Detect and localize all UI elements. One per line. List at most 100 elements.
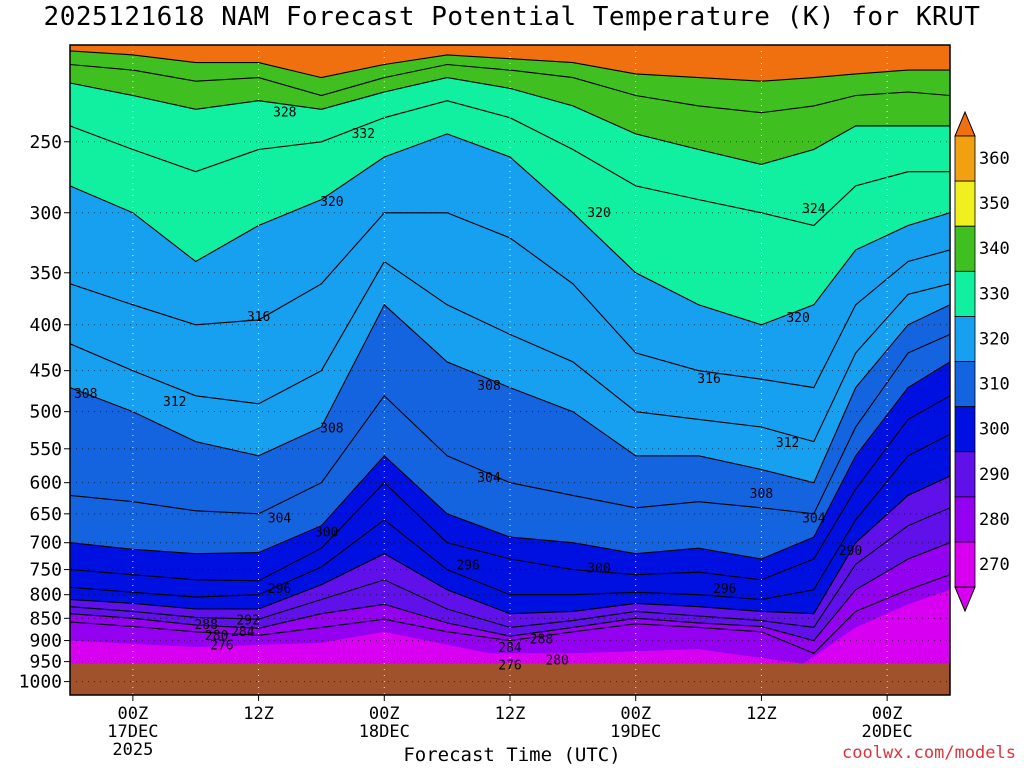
grid-lines [70,45,950,695]
colorbar-label: 300 [979,420,1010,440]
ground-layer [70,663,950,695]
contour-label: 308 [477,379,500,394]
contour-label: 280 [205,629,228,644]
ground-fill [70,663,950,695]
y-tick-label: 400 [29,315,62,336]
isentrope-328 [70,77,950,165]
x-tick-label: 12Z [495,704,526,724]
y-tick-label: 950 [29,652,62,673]
x-tick-year: 2025 [112,740,153,760]
y-tick-label: 600 [29,473,62,494]
contour-label: 332 [352,127,375,142]
colorbar-band [954,180,976,227]
y-tick-label: 500 [29,402,62,423]
isentrope-308 [70,303,950,484]
contour-label: 324 [802,202,826,217]
contour-labels: 328 332 320 320 324 316 320 308 312 308 316 308 312 3… [74,106,862,674]
y-tick-label: 850 [29,608,62,629]
isentrope-284 [70,507,950,628]
colorbar-label: 330 [979,284,1010,304]
x-tick-date: 19DEC [610,722,661,742]
isentrope-300 [70,361,950,560]
contour-label: 296 [713,582,736,597]
contour-label: 308 [750,487,773,502]
credit-text: coolwx.com/models [842,743,1016,763]
isentrope-316 [70,212,950,389]
y-tick-label: 900 [29,631,62,652]
chart-title: 2025121618 NAM Forecast Potential Temper… [43,2,981,32]
x-tick-date: 18DEC [359,722,410,742]
colorbar-label: 310 [979,375,1010,395]
colorbar-band [954,496,976,543]
contour-label: 304 [477,471,501,486]
contour-label: 308 [320,421,343,436]
colorbar-band [954,270,976,317]
colorbar-label: 290 [979,465,1010,485]
y-tick-label: 700 [29,533,62,554]
colorbar-band [954,135,976,182]
contour-label: 296 [456,558,479,573]
isentrope-324 [70,100,950,227]
isentrope-296 [70,395,950,582]
isentrope-276 [70,574,950,654]
colorbar-band [954,316,976,362]
colorbar-band [954,541,976,588]
colorbar-top-arrow [954,110,976,137]
x-tick-date: 20DEC [862,722,913,742]
isentrope-304 [70,333,950,515]
contour-label: 316 [697,372,720,387]
isentrope-288 [70,475,950,615]
x-tick-date: 17DEC [107,722,158,742]
colorbar-band [954,406,976,453]
contour-label: 308 [74,387,97,402]
contour-label: 328 [273,106,296,121]
y-tick-label: 650 [29,504,62,525]
contour-label: 292 [236,614,259,629]
y-tick-label: 550 [29,439,62,460]
contour-label: 288 [194,618,217,633]
y-tick-label: 350 [29,263,62,284]
isentrope-lines [70,50,950,654]
colorbar-label: 280 [979,510,1010,530]
x-tick-label: 00Z [117,704,148,724]
isentrope-340 [70,50,950,82]
y-tick-label: 800 [29,585,62,606]
colorbar-label: 350 [979,194,1010,214]
colorbar-band [954,361,976,408]
isentrope-332 [70,63,950,114]
y-tick-label: 1000 [19,672,62,693]
colorbar-label: 320 [979,329,1010,349]
y-tick-label: 300 [29,203,62,224]
contour-label: 304 [268,512,292,527]
contour-label: 300 [587,562,610,577]
contour-label: 296 [268,582,291,597]
contour-label: 320 [587,206,610,221]
contour-label: 280 [545,653,568,668]
isentrope-320 [70,133,950,326]
y-axis: 2503003504004505005506006507007508008509… [19,132,70,693]
x-tick-label: 00Z [620,704,651,724]
x-tick-label: 12Z [243,704,274,724]
colorbar-bottom-arrow [954,586,976,613]
isentrope-292 [70,433,950,601]
isentrope-280 [70,542,950,642]
contour-label: 304 [802,512,826,527]
x-tick-label: 12Z [746,704,777,724]
colorbar-label: 270 [979,555,1010,575]
colorbar-label: 340 [979,239,1010,259]
contour-label: 312 [776,436,799,451]
contour-label: 320 [320,195,343,210]
x-axis-label: Forecast Time (UTC) [403,744,621,766]
colorbar-band [954,225,976,272]
contour-label: 316 [247,310,270,325]
y-tick-label: 450 [29,361,62,382]
colorbar-band [954,451,976,498]
contour-label: 300 [315,526,338,541]
contour-label: 288 [530,633,553,648]
contour-label: 276 [498,659,521,674]
contour-label: 284 [231,625,255,640]
contour-label: 276 [210,639,233,654]
contour-label: 284 [498,641,522,656]
